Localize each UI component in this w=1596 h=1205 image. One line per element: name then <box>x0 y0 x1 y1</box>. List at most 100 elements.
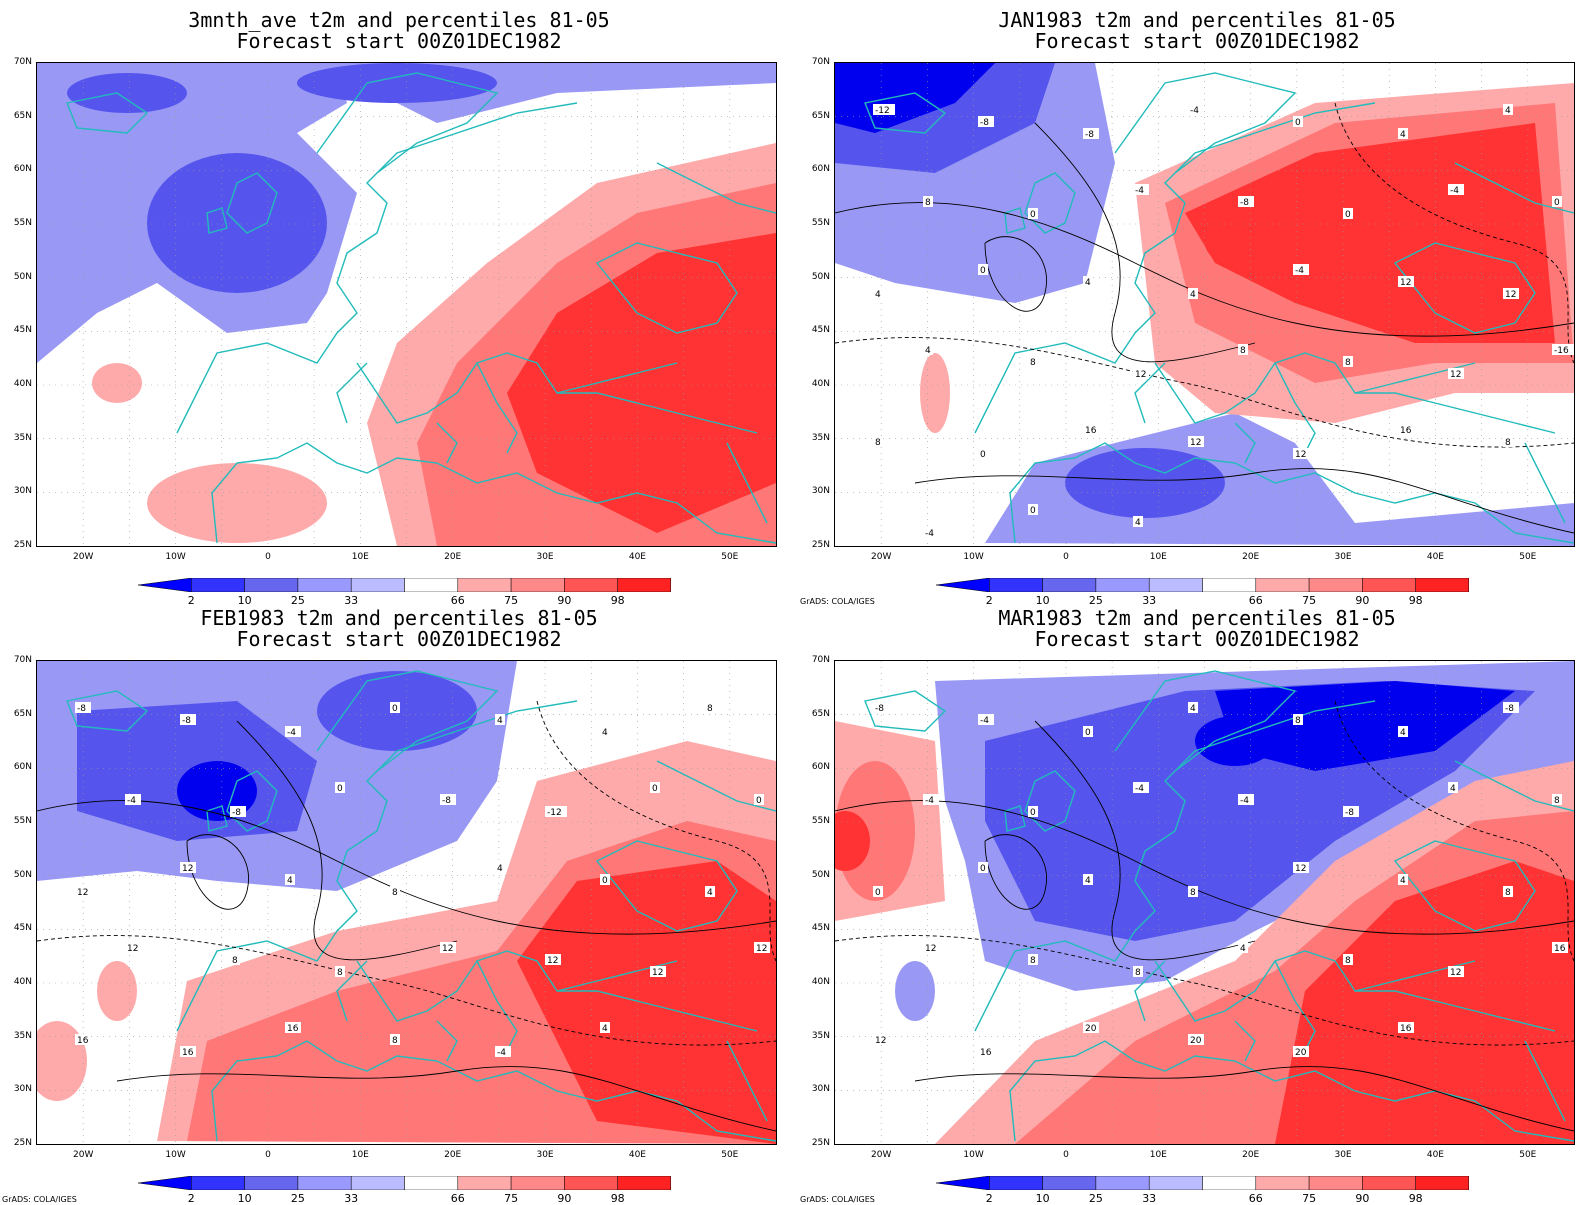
contour-label-text: 12 <box>652 968 663 978</box>
contour-line <box>835 202 1574 337</box>
shade-region <box>297 63 497 103</box>
coastline <box>1009 442 1574 544</box>
coastline <box>66 92 149 134</box>
shade-region <box>895 961 935 1021</box>
contour-label: 20 <box>1293 1046 1309 1058</box>
lon-tick-label: 10E <box>1149 1150 1167 1160</box>
colorbar-label: 25 <box>290 594 305 607</box>
contour-label-text: 4 <box>287 876 293 886</box>
contour-label: -4 <box>1238 794 1254 806</box>
lon-tick-label: 50E <box>721 552 739 562</box>
colorbar-label: 25 <box>1088 594 1103 607</box>
contour-label: 12 <box>1188 436 1204 448</box>
lon-tick-label: 20W <box>73 1150 94 1160</box>
contour-label-text: -4 <box>1135 186 1144 196</box>
panel-title: MAR1983 t2m and percentiles 81-05 <box>998 606 1396 630</box>
lat-tick-label: 55N <box>811 816 830 826</box>
contour-label-text: 8 <box>1030 358 1036 368</box>
contour-label-text: 0 <box>337 784 343 794</box>
contour-label: 8 <box>1028 356 1038 368</box>
contour-label: 12 <box>873 1034 889 1046</box>
lon-tick-label: 40E <box>1426 1150 1444 1160</box>
panel-subtitle: Forecast start 00Z01DEC1982 <box>236 29 562 53</box>
colorbar-label: 25 <box>1088 1192 1103 1205</box>
coastline <box>336 960 368 1022</box>
colorbar-label: 10 <box>1035 594 1050 607</box>
contour-label-text: 4 <box>1190 290 1196 300</box>
coastline <box>336 362 368 424</box>
contour-label-text: 16 <box>1085 426 1097 436</box>
contour-label: 12 <box>1293 862 1309 874</box>
lat-tick-label: 30N <box>811 1084 830 1095</box>
contour-label: 16 <box>1552 942 1568 954</box>
contour-label-text: -4 <box>925 529 934 539</box>
contour-label: 8 <box>1293 714 1303 726</box>
lat-tick-label: 40N <box>811 379 830 389</box>
contour-label: 16 <box>180 1046 196 1058</box>
panel-subtitle: Forecast start 00Z01DEC1982 <box>236 627 562 651</box>
contour-label: -4 <box>923 527 939 539</box>
contour-label: 8 <box>390 886 400 898</box>
lon-tick-label: 30E <box>1334 552 1352 562</box>
coastline <box>436 1020 458 1062</box>
contour-label-text: 12 <box>127 944 138 954</box>
lat-tick-label: 35N <box>811 432 830 443</box>
coastline <box>726 1040 768 1122</box>
lat-tick-label: 70N <box>13 655 32 665</box>
colorbar-segment <box>457 578 512 592</box>
contour-label-text: 12 <box>182 864 193 874</box>
contour-label-text: 8 <box>337 968 343 978</box>
lon-tick-label: 50E <box>1519 552 1537 562</box>
coastline <box>1004 805 1026 832</box>
contour-label: 0 <box>978 264 988 276</box>
contour-label-text: 12 <box>442 944 453 954</box>
contour-label: 12 <box>1133 368 1149 380</box>
contour-label-text: 12 <box>756 944 767 954</box>
lon-tick-label: 20E <box>444 1150 462 1160</box>
contour-label-text: 4 <box>1400 130 1406 140</box>
lat-tick-label: 40N <box>13 379 32 389</box>
map-panel-feb: FEB1983 t2m and percentiles 81-05 Foreca… <box>0 598 798 1205</box>
map-area: -12 -8 -8 -4 0 4 4 8 0 -4 -8 0 -4 0 4 0 4 4 -4 12 12 4 8 12 8 8 12… <box>834 62 1575 547</box>
colorbar-label: 2 <box>187 1192 195 1205</box>
contour-label-text: 12 <box>1190 438 1201 448</box>
contour-label-text: 16 <box>1400 426 1412 436</box>
contour-label: -8 <box>1503 702 1519 714</box>
coastline <box>595 242 738 334</box>
colorbar-segment <box>1202 1176 1257 1190</box>
contour-label: 12 <box>180 862 196 874</box>
contour-label-text: 4 <box>1400 728 1406 738</box>
contour-label-text: -4 <box>1450 186 1459 196</box>
contour-label-text: 8 <box>875 438 881 448</box>
contour-label-text: -8 <box>232 808 241 818</box>
contour-label-text: 4 <box>707 888 713 898</box>
shade-region <box>1195 716 1275 766</box>
lon-tick-label: 10E <box>1149 552 1167 562</box>
contour-line <box>1034 720 1256 961</box>
contour-label-text: 8 <box>1190 888 1196 898</box>
contour-label: 0 <box>1028 504 1038 516</box>
contour-label-text: -16 <box>1554 346 1569 356</box>
shade-region <box>507 233 776 533</box>
contour-label-text: 4 <box>497 716 503 726</box>
contour-label: 8 <box>1133 966 1143 978</box>
lon-tick-label: 50E <box>721 1150 739 1160</box>
lat-tick-label: 45N <box>13 325 32 336</box>
contour-label: 20 <box>1083 1022 1099 1034</box>
lon-tick-label: 20W <box>871 1150 892 1160</box>
colorbar-label: 75 <box>1302 594 1317 607</box>
lon-tick-label: 50E <box>1519 1150 1537 1160</box>
lat-tick-label: 35N <box>13 432 32 443</box>
contour-label-text: 20 <box>1295 1048 1307 1058</box>
contour-label: 4 <box>495 862 505 874</box>
coastline <box>226 172 278 234</box>
contour-label: -4 <box>923 794 939 806</box>
lat-tick-label: 25N <box>13 540 32 550</box>
lat-tick-label: 25N <box>13 1138 32 1148</box>
lat-tick-label: 45N <box>811 325 830 336</box>
contour-label: 4 <box>600 1022 610 1034</box>
contour-label-text: 0 <box>1085 728 1091 738</box>
lat-tick-label: 50N <box>811 869 830 880</box>
contour-label-text: 4 <box>1400 876 1406 886</box>
lat-tick-label: 55N <box>13 816 32 826</box>
